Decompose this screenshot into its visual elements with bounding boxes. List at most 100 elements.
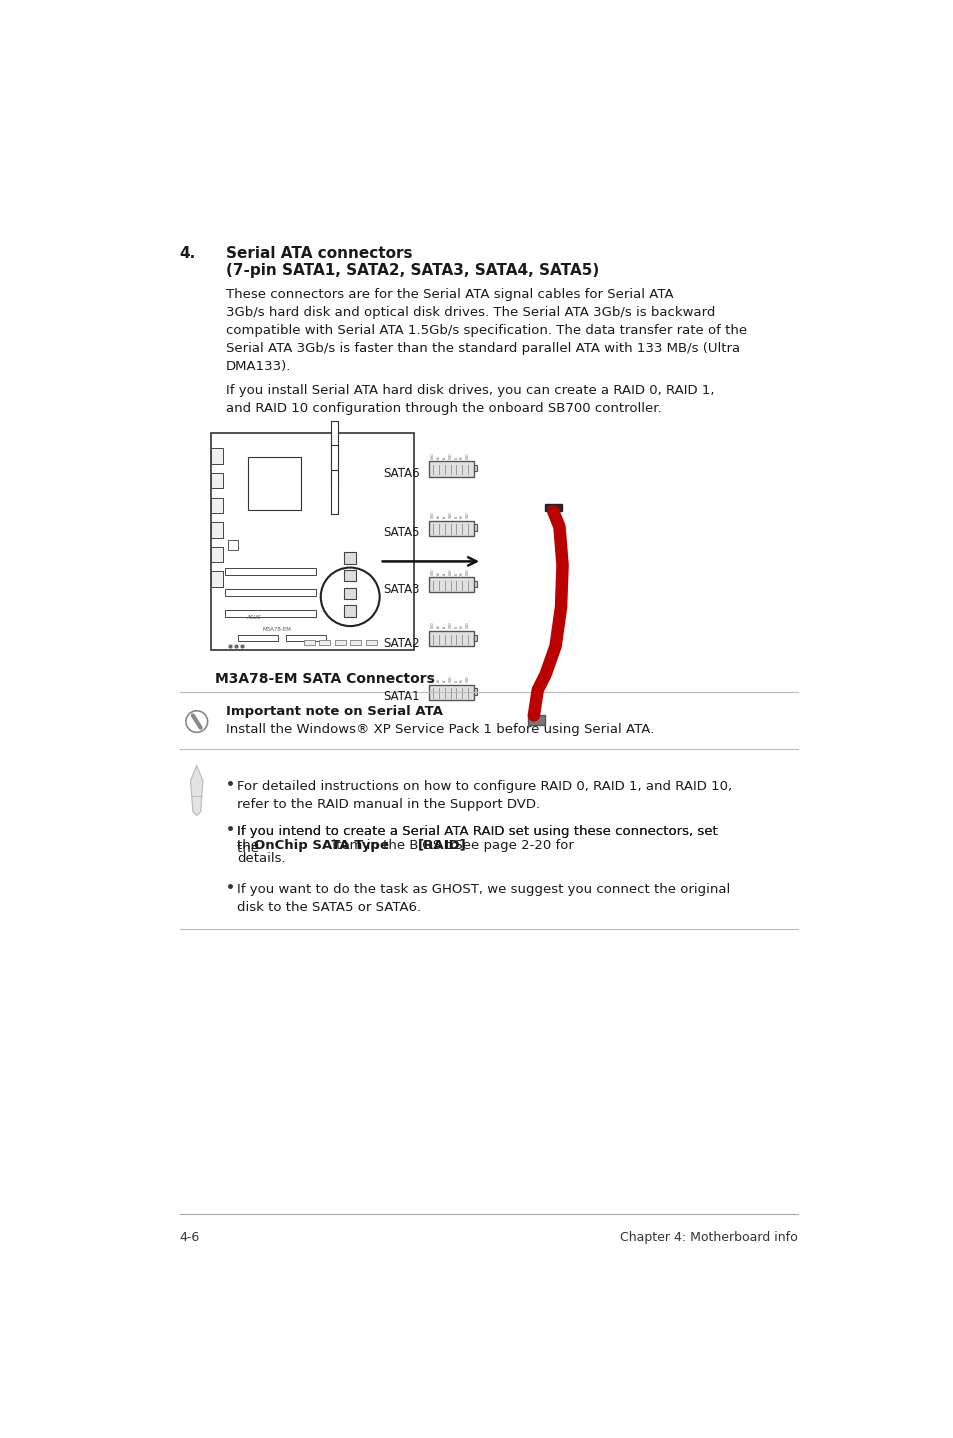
Bar [365,640,376,644]
Text: Important note on Serial ATA: Important note on Serial ATA [226,705,443,718]
Text: A+: A+ [436,569,440,575]
Bar [319,640,330,644]
Text: A+: A+ [436,454,440,459]
Bar [237,634,278,641]
Text: GND: GND [431,452,435,459]
Bar [527,715,544,725]
Bar [344,569,355,581]
Text: GND: GND [448,568,452,575]
Text: 4.: 4. [179,246,195,260]
Bar [335,640,345,644]
Bar [224,610,315,617]
Text: GND: GND [465,512,470,518]
Text: B+: B+ [459,513,464,518]
Text: If you want to do the task as GHOST, we suggest you connect the original
disk to: If you want to do the task as GHOST, we … [236,883,730,913]
Bar [303,640,314,644]
Text: GND: GND [465,568,470,575]
Bar [474,525,476,531]
Text: GND: GND [465,676,470,682]
Bar [228,539,237,549]
Text: GND: GND [448,452,452,459]
Bar [248,457,300,510]
Text: A+: A+ [436,513,440,518]
Text: SATA1: SATA1 [383,690,419,703]
Text: B-: B- [454,626,457,628]
Text: B-: B- [454,456,457,459]
Text: B+: B+ [459,454,464,459]
Text: GND: GND [431,568,435,575]
Text: . See page 2-20 for: . See page 2-20 for [445,838,573,851]
Text: If you intend to create a Serial ATA RAID set using these connectors, set: If you intend to create a Serial ATA RAI… [236,825,717,838]
Bar [211,433,414,650]
Text: B+: B+ [459,624,464,628]
Bar [224,568,315,575]
Text: Serial ATA connectors: Serial ATA connectors [226,246,413,260]
Text: If you install Serial ATA hard disk drives, you can create a RAID 0, RAID 1,
and: If you install Serial ATA hard disk driv… [226,384,714,416]
Text: GND: GND [448,676,452,682]
Bar [429,684,474,700]
Text: GND: GND [431,621,435,628]
Text: GND: GND [465,452,470,459]
Text: For detailed instructions on how to configure RAID 0, RAID 1, and RAID 10,
refer: For detailed instructions on how to conf… [236,779,731,811]
Text: A-: A- [442,679,446,682]
Text: SATA6: SATA6 [383,467,419,480]
Bar [474,464,476,472]
Polygon shape [191,765,203,815]
Text: B-: B- [454,679,457,682]
Text: B+: B+ [459,677,464,682]
Text: A-: A- [442,571,446,575]
Text: These connectors are for the Serial ATA signal cables for Serial ATA
3Gb/s hard : These connectors are for the Serial ATA … [226,288,746,372]
Text: A+: A+ [436,624,440,628]
Bar [211,546,223,562]
Text: the: the [236,838,263,851]
Bar [474,634,476,641]
Bar [331,470,337,515]
Bar [211,449,223,463]
Bar [344,588,355,600]
Bar [474,581,476,587]
Text: GND: GND [431,512,435,518]
Text: [RAID]: [RAID] [417,838,466,851]
Bar [331,420,337,464]
Text: GND: GND [465,621,470,628]
Text: SATA2: SATA2 [383,637,419,650]
Text: B-: B- [454,571,457,575]
Text: GND: GND [448,512,452,518]
Bar [286,634,326,641]
Bar [331,446,337,490]
Text: M3A78-EM: M3A78-EM [262,627,291,633]
Text: Install the Windows® XP Service Pack 1 before using Serial ATA.: Install the Windows® XP Service Pack 1 b… [226,723,654,736]
Text: A-: A- [442,515,446,518]
Text: details.: details. [236,853,285,866]
Bar [211,473,223,489]
Text: 4-6: 4-6 [179,1231,200,1244]
Bar [429,577,474,592]
Text: GND: GND [431,676,435,682]
Text: Chapter 4: Motherboard info: Chapter 4: Motherboard info [619,1231,798,1244]
Bar [429,521,474,536]
Text: A+: A+ [436,677,440,682]
Text: B+: B+ [459,569,464,575]
Bar [211,571,223,587]
Text: (7-pin SATA1, SATA2, SATA3, SATA4, SATA5): (7-pin SATA1, SATA2, SATA3, SATA4, SATA5… [226,263,598,279]
Text: A-: A- [442,626,446,628]
Bar [344,552,355,564]
Bar [350,640,360,644]
Text: If you intend to create a Serial ATA RAID set using these connectors, set
the: If you intend to create a Serial ATA RAI… [236,825,717,856]
Text: GND: GND [448,621,452,628]
Bar [344,605,355,617]
Text: OnChip SATA Type: OnChip SATA Type [254,838,389,851]
Bar [544,503,561,512]
Text: B-: B- [454,515,457,518]
Bar [211,522,223,538]
Text: M3A78-EM SATA Connectors: M3A78-EM SATA Connectors [214,672,434,686]
Bar [474,689,476,695]
Bar [224,590,315,597]
Text: SATA5: SATA5 [383,526,419,539]
Text: item in the BIOS to: item in the BIOS to [327,838,462,851]
Text: ASUS: ASUS [246,615,260,620]
Text: SATA3: SATA3 [383,582,419,595]
Bar [429,631,474,646]
Bar [429,462,474,477]
Bar [211,498,223,513]
